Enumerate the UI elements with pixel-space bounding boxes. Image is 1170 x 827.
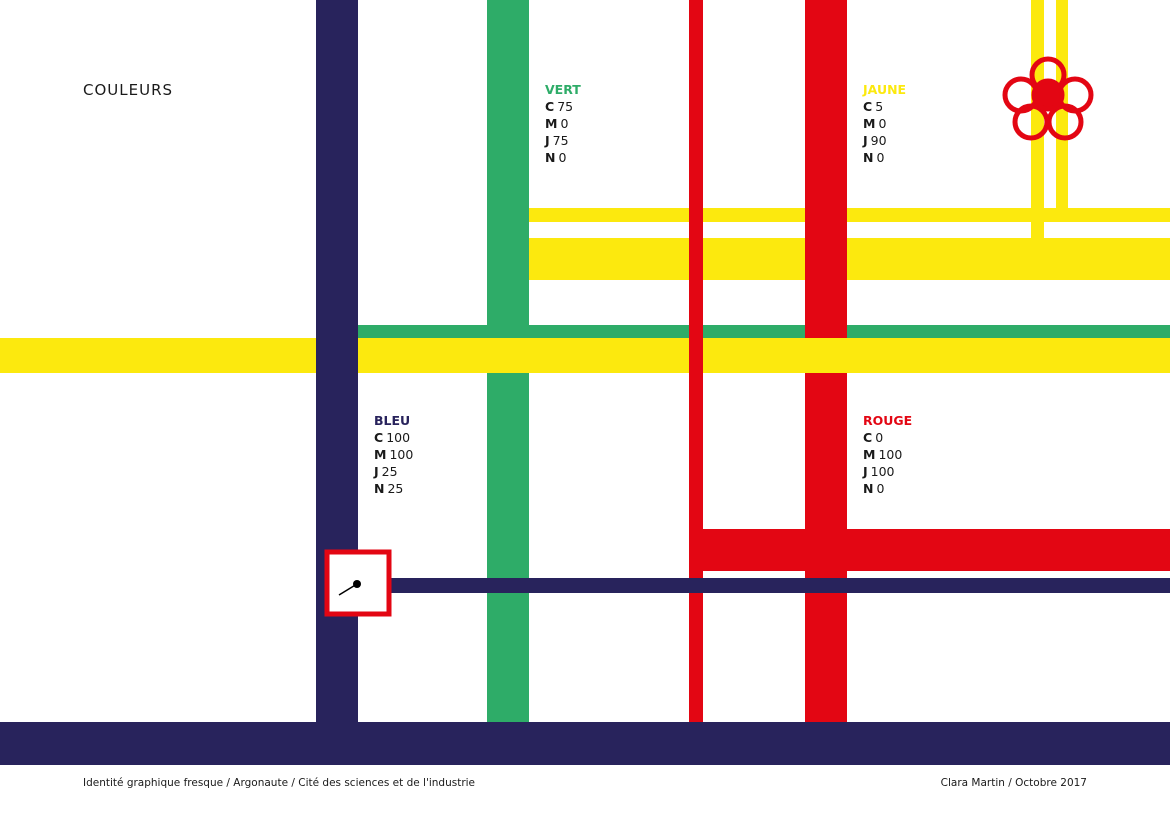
component-key: J — [863, 133, 868, 148]
component-value: 0 — [560, 116, 569, 131]
component-key: J — [374, 464, 379, 479]
component-key: C — [863, 430, 873, 445]
component-value: 0 — [875, 430, 884, 445]
component-value: 5 — [875, 99, 884, 114]
component-value: 100 — [870, 464, 895, 479]
title: COULEURS — [83, 81, 174, 99]
gauge — [324, 549, 392, 617]
component-value: 100 — [386, 430, 411, 445]
navy-pipe-h — [390, 578, 1170, 593]
color-name: VERT — [545, 82, 581, 97]
component-value: 0 — [876, 481, 885, 496]
component-key: C — [863, 99, 873, 114]
component-key: M — [863, 447, 876, 462]
component-key: C — [545, 99, 555, 114]
component-value: 100 — [389, 447, 414, 462]
navy-pipe-bottom — [0, 722, 1170, 765]
color-row: M 100 — [863, 446, 912, 463]
component-key: J — [545, 133, 550, 148]
component-value: 100 — [878, 447, 903, 462]
green-pipe-h — [358, 325, 1170, 338]
component-key: N — [863, 150, 874, 165]
component-key: M — [374, 447, 387, 462]
green-pipe — [487, 0, 529, 325]
component-key: C — [374, 430, 384, 445]
color-row: M 100 — [374, 446, 413, 463]
color-row: N 25 — [374, 480, 413, 497]
component-key: M — [545, 116, 558, 131]
component-value: 0 — [878, 116, 887, 131]
component-key: M — [863, 116, 876, 131]
color-row: J 100 — [863, 463, 912, 480]
color-row: J 25 — [374, 463, 413, 480]
yellow-pipes — [0, 0, 1170, 373]
component-value: 0 — [876, 150, 885, 165]
component-key: N — [863, 481, 874, 496]
footer-left: Identité graphique fresque / Argonaute /… — [83, 777, 476, 789]
color-row: C 100 — [374, 429, 413, 446]
swatch: ROUGE C 0 M 100 J 100 N 0 — [863, 412, 912, 497]
component-value: 25 — [387, 481, 404, 496]
component-value: 25 — [381, 464, 398, 479]
red-pipes — [689, 0, 1170, 722]
component-value: 90 — [870, 133, 887, 148]
swatch: BLEU C 100 M 100 J 25 N 25 — [374, 412, 413, 497]
component-key: N — [374, 481, 385, 496]
color-name: ROUGE — [863, 413, 913, 428]
component-value: 75 — [557, 99, 574, 114]
component-key: J — [863, 464, 868, 479]
swatch: JAUNE C 5 M 0 J 90 N 0 — [863, 81, 906, 166]
color-name: JAUNE — [863, 82, 907, 97]
component-value: 75 — [552, 133, 569, 148]
color-name: BLEU — [374, 413, 411, 428]
color-row: J 75 — [545, 132, 581, 149]
color-row: C 75 — [545, 98, 581, 115]
component-key: N — [545, 150, 556, 165]
footer-right: Clara Martin / Octobre 2017 — [940, 777, 1087, 789]
component-value: 0 — [558, 150, 567, 165]
green-pipe — [487, 373, 529, 722]
color-row: J 90 — [863, 132, 906, 149]
swatch: VERT C 75 M 0 J 75 N 0 — [545, 81, 581, 166]
valve — [1002, 56, 1094, 141]
